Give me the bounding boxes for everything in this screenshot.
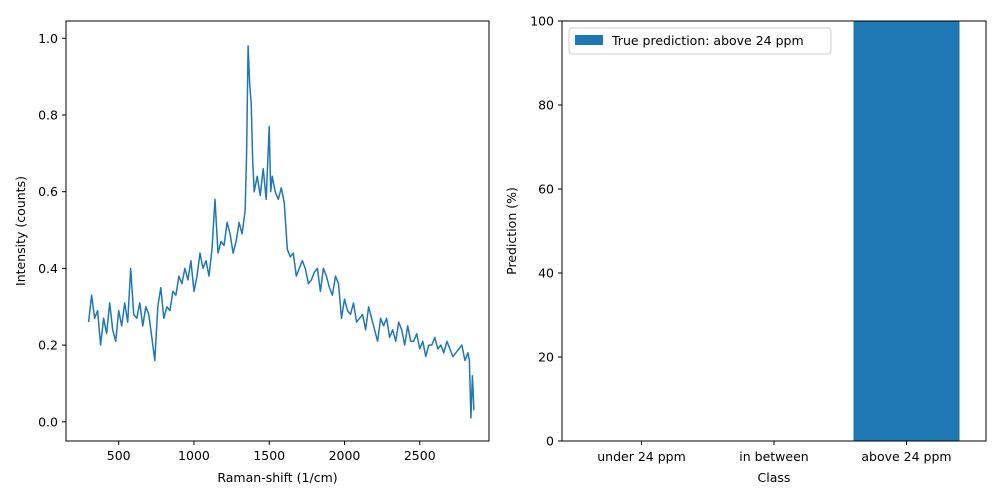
prediction-y-tick-label: 40 — [538, 266, 554, 281]
spectrum-x-tick-label: 1500 — [253, 448, 285, 463]
spectrum-y-tick-label: 1.0 — [38, 31, 58, 46]
prediction-y-tick-label: 100 — [530, 14, 554, 29]
prediction-y-tick-label: 20 — [538, 350, 554, 365]
spectrum-x-tick-label: 2000 — [329, 448, 361, 463]
spectrum-x-tick-label: 500 — [107, 448, 131, 463]
prediction-legend: True prediction: above 24 ppm — [568, 27, 832, 55]
spectrum-y-tick-label: 0.0 — [38, 414, 58, 429]
prediction-x-tick-label: above 24 ppm — [861, 449, 951, 464]
prediction-y-axis-label: Prediction (%) — [504, 187, 519, 275]
prediction-x-axis-label: Class — [758, 470, 791, 485]
prediction-x-tick-label: under 24 ppm — [597, 449, 686, 464]
prediction-y-tick-label: 60 — [538, 182, 554, 197]
legend-box — [568, 27, 832, 55]
spectrum-axes-frame — [65, 20, 490, 442]
prediction-y-ticks: 0 20 40 60 80 100 — [530, 14, 562, 449]
legend-swatch — [575, 35, 603, 45]
prediction-axes-frame — [561, 20, 987, 442]
spectrum-y-tick-label: 0.4 — [38, 261, 58, 276]
spectrum-y-axis-label: Intensity (counts) — [13, 176, 28, 286]
spectrum-y-tick-label: 0.2 — [38, 338, 58, 353]
prediction-panel: under 24 ppm in between above 24 ppm 0 20 40… — [504, 14, 987, 485]
spectrum-y-ticks: 0.0 0.2 0.4 0.6 0.8 1.0 — [38, 31, 66, 429]
prediction-bar — [853, 21, 960, 441]
prediction-y-tick-label: 80 — [538, 98, 554, 113]
spectrum-x-tick-label: 2500 — [404, 448, 436, 463]
spectrum-x-ticks: 500 1000 1500 2000 2500 — [107, 441, 436, 463]
spectrum-panel: 500 1000 1500 2000 2500 0.0 0.2 0.4 0.6 0.8 1.0 R… — [13, 20, 490, 485]
spectrum-line-group — [87, 45, 475, 419]
prediction-x-ticks: under 24 ppm in between above 24 ppm — [597, 441, 952, 464]
spectrum-y-tick-label: 0.6 — [38, 184, 58, 199]
spectrum-line — [87, 45, 475, 419]
spectrum-x-tick-label: 1000 — [178, 448, 210, 463]
spectrum-y-tick-label: 0.8 — [38, 107, 58, 122]
prediction-bars — [853, 21, 960, 441]
prediction-x-tick-label: in between — [739, 449, 808, 464]
spectrum-x-axis-label: Raman-shift (1/cm) — [217, 470, 337, 485]
prediction-y-tick-label: 0 — [546, 434, 554, 449]
legend-label: True prediction: above 24 ppm — [611, 33, 804, 48]
